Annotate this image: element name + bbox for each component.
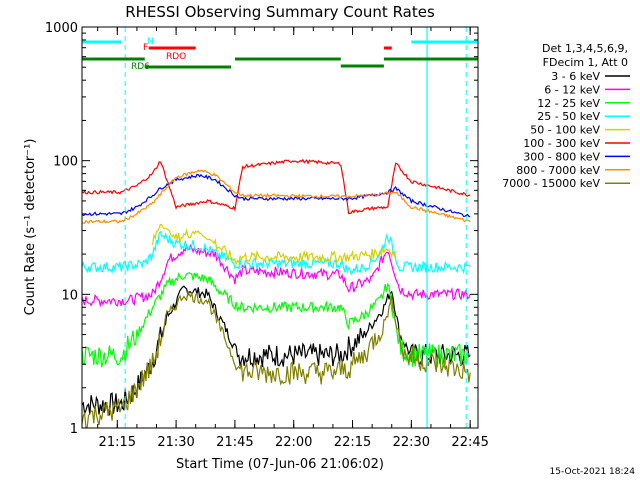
series-line-5 — [152, 223, 397, 267]
series-line-9 — [81, 290, 471, 428]
series-line-6 — [81, 158, 471, 215]
x-tick-label: 22:45 — [451, 435, 488, 450]
legend-label-4: 25 - 50 keV — [537, 110, 600, 123]
legend-header-line-2: FDecim 1, Att 0 — [543, 56, 628, 69]
axes: 1 10 100 1000 21:15 21:30 21:45 22:00 22:15 22:30… — [45, 21, 489, 450]
annotation-label-rdo: RDO — [166, 52, 186, 62]
timestamp: 15-Oct-2021 18:24 — [550, 467, 636, 477]
annotation-label-f: F — [143, 43, 148, 53]
series-line-8 — [81, 169, 471, 224]
x-tick-label: 21:15 — [99, 435, 136, 450]
legend-label-2: 6 - 12 keV — [544, 83, 600, 96]
plot-box — [81, 26, 479, 429]
y-axis-label: Count Rate (s⁻¹ detector⁻¹) — [23, 139, 38, 316]
y-tick-label: 1000 — [45, 21, 78, 36]
y-tick-label: 1 — [70, 422, 78, 437]
x-tick-label: 21:45 — [216, 435, 253, 450]
legend-label-6: 100 - 300 keV — [523, 137, 600, 150]
legend-label-5: 50 - 100 keV — [530, 124, 600, 137]
legend-label-9: 7000 - 15000 keV — [502, 177, 600, 190]
legend-label-8: 800 - 7000 keV — [516, 164, 600, 177]
legend-label-7: 300 - 800 keV — [523, 150, 600, 163]
series-line-3 — [81, 272, 471, 369]
series-line-4 — [81, 230, 471, 276]
annotation-label-n: N — [147, 37, 154, 47]
legend-label-3: 12 - 25 keV — [537, 97, 600, 110]
x-tick-label: 22:15 — [334, 435, 371, 450]
chart-title: RHESSI Observing Summary Count Rates — [125, 3, 435, 21]
series-line-2 — [81, 243, 471, 308]
x-axis-label: Start Time (07-Jun-06 21:06:02) — [176, 457, 384, 472]
legend: Det 1,3,4,5,6,9, FDecim 1, Att 0 3 - 6 k… — [502, 42, 630, 190]
plot-frame: NF RDO RD6 — [82, 27, 478, 428]
y-tick-label: 10 — [61, 288, 78, 303]
series-line-7 — [81, 173, 471, 218]
x-tick-label: 22:00 — [275, 435, 312, 450]
y-tick-label: 100 — [53, 155, 78, 170]
x-tick-label: 22:30 — [393, 435, 430, 450]
x-tick-label: 21:30 — [157, 435, 194, 450]
legend-header-line-1: Det 1,3,4,5,6,9, — [542, 42, 628, 55]
plot-data — [81, 158, 471, 428]
legend-label-1: 3 - 6 keV — [551, 70, 600, 83]
annotation-label-rd6: RD6 — [131, 62, 150, 72]
